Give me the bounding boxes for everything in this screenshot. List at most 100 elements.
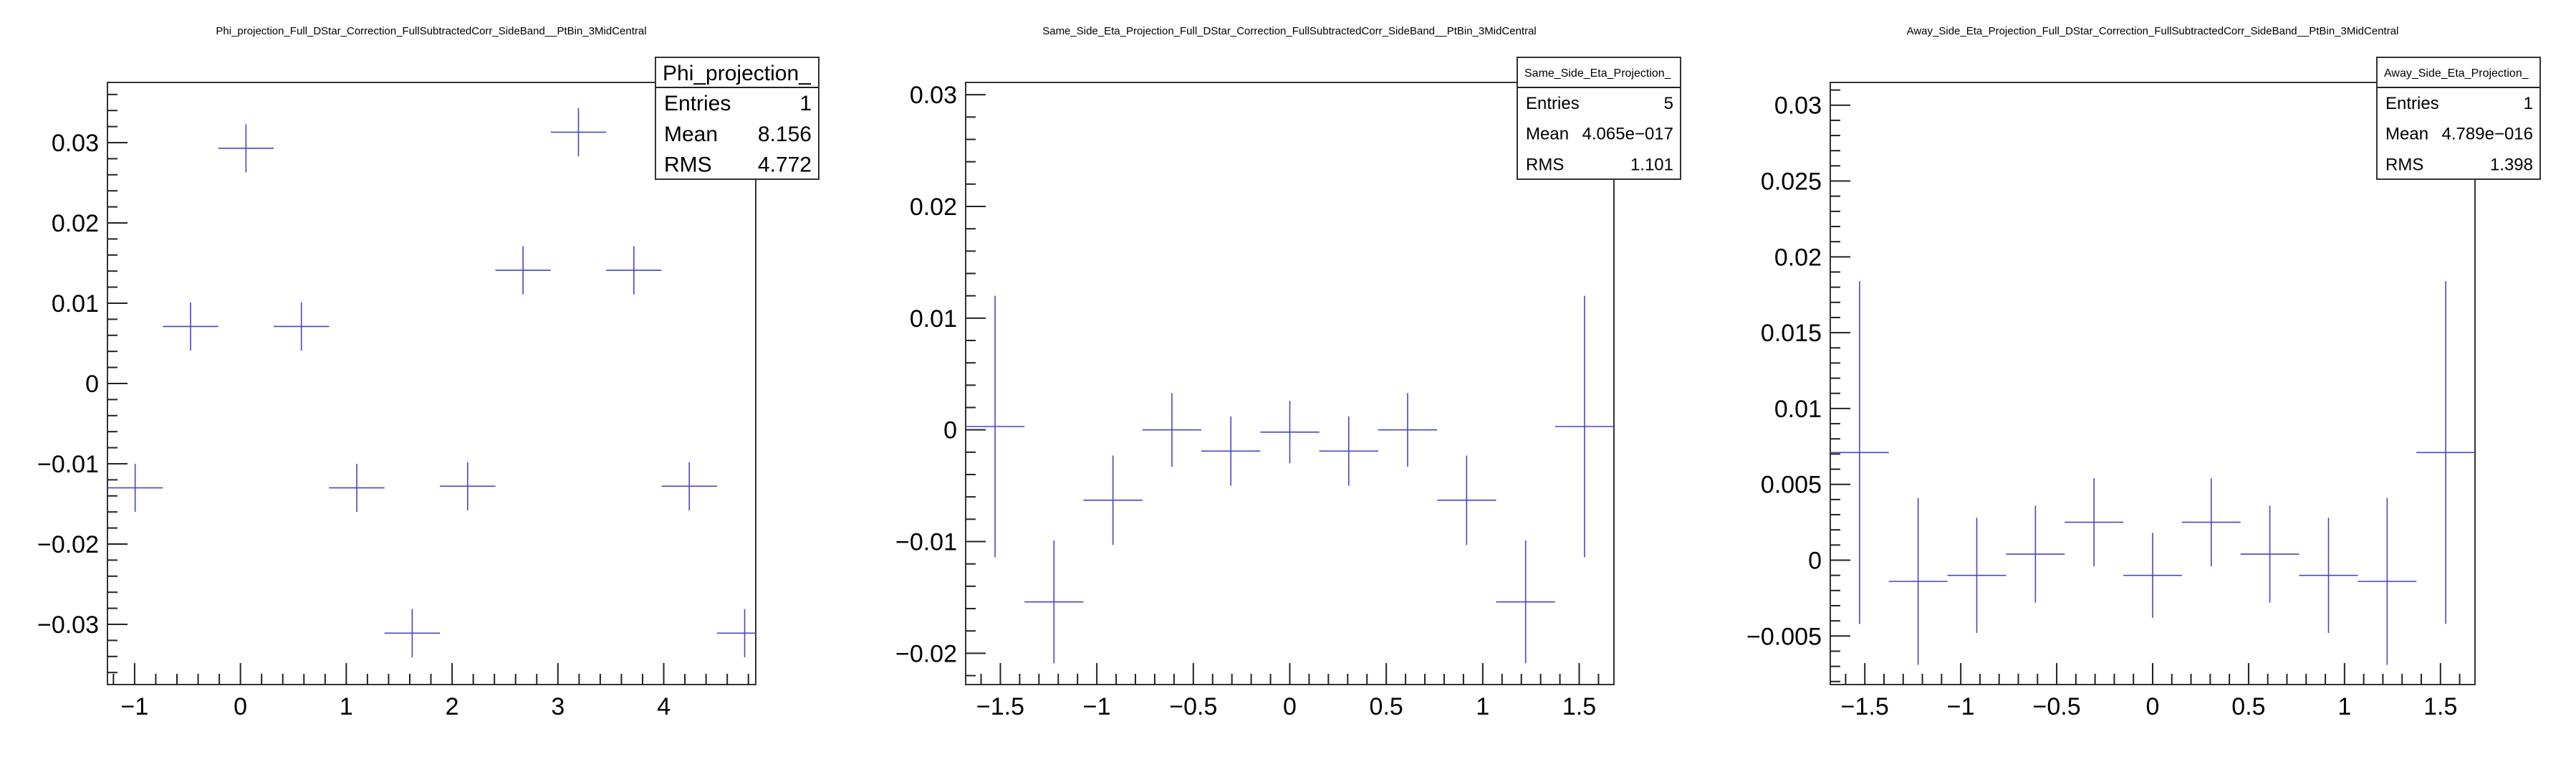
- y-tick-label: 0: [943, 417, 957, 444]
- y-tick-label: 0.03: [910, 82, 957, 109]
- y-tick-label: 0.01: [52, 290, 99, 318]
- chart-title: Same_Side_Eta_Projection_Full_DStar_Corr…: [1042, 25, 1537, 37]
- y-tick-label: 0.03: [52, 130, 99, 157]
- x-tick-label: 1.5: [1562, 693, 1596, 720]
- stats-title: Phi_projection_: [663, 62, 812, 85]
- data-point: [329, 464, 385, 513]
- data-point: [2416, 281, 2475, 624]
- data-point: [2299, 518, 2358, 634]
- x-tick-label: −1: [121, 693, 149, 720]
- stats-label: Entries: [664, 92, 731, 115]
- y-tick-label: 0: [85, 371, 99, 398]
- x-tick-label: 1: [1476, 693, 1489, 720]
- stats-box: Phi_projection_ Entries 1 Mean 8.156 RMS 4.772: [655, 57, 820, 180]
- data-point: [218, 124, 274, 173]
- plot-frame: [965, 82, 1615, 685]
- stats-label: Mean: [664, 123, 718, 146]
- stats-value: 1: [799, 92, 812, 115]
- y-tick-label: 0.02: [910, 194, 957, 221]
- data-point: [274, 302, 330, 351]
- y-tick-label: 0.02: [1774, 244, 1822, 271]
- data-point: [107, 464, 163, 513]
- x-tick-label: 3: [551, 693, 564, 720]
- data-point: [1378, 393, 1438, 467]
- y-tick-label: −0.01: [895, 529, 957, 556]
- plot-frame: [107, 82, 756, 685]
- data-point: [1554, 295, 1614, 558]
- stats-label: RMS: [664, 153, 712, 176]
- x-tick-label: 2: [446, 693, 459, 720]
- stats-label: RMS: [1526, 155, 1564, 174]
- stats-value: 4.772: [758, 153, 812, 176]
- stats-value: 1: [2524, 94, 2533, 113]
- data-points: [107, 108, 756, 657]
- x-tick-label: −1: [1947, 693, 1975, 720]
- x-tick-label: −1.5: [976, 693, 1024, 720]
- stats-value: 5: [1664, 94, 1673, 113]
- stats-value: 8.156: [758, 123, 812, 146]
- stats-title: Away_Side_Eta_Projection_: [2384, 67, 2529, 80]
- x-tick-label: 4: [657, 693, 671, 720]
- chart-title: Away_Side_Eta_Projection_Full_DStar_Corr…: [1907, 25, 2399, 37]
- y-tick-label: 0.005: [1761, 472, 1822, 499]
- data-point: [2006, 505, 2065, 603]
- stats-label: Mean: [2385, 125, 2428, 144]
- y-tick-label: 0.015: [1761, 320, 1822, 347]
- data-point: [1830, 281, 1889, 624]
- y-tick-label: 0.025: [1761, 168, 1822, 196]
- x-tick-label: −0.5: [2033, 693, 2081, 720]
- stats-label: Entries: [2385, 94, 2439, 113]
- stats-value: 1.398: [2490, 155, 2533, 174]
- y-tick-label: 0.01: [910, 305, 957, 333]
- stats-value: 4.789e−016: [2442, 125, 2533, 144]
- y-tick-label: −0.005: [1746, 623, 1822, 650]
- chart-title: Phi_projection_Full_DStar_Correction_Ful…: [216, 25, 646, 37]
- stats-title: Same_Side_Eta_Projection_: [1524, 67, 1672, 80]
- data-point: [1142, 393, 1202, 467]
- data-point: [1947, 518, 2007, 634]
- chart-panel-3: Away_Side_Eta_Projection_Full_DStar_Corr…: [1746, 25, 2541, 720]
- data-point: [1083, 455, 1143, 545]
- y-tick-label: −0.03: [37, 611, 99, 639]
- x-tick-label: −1: [1083, 693, 1111, 720]
- data-point: [495, 246, 551, 295]
- data-point: [2181, 478, 2241, 566]
- stats-box: Same_Side_Eta_Projection_ Entries 5 Mean 4.0…: [1517, 57, 1681, 180]
- x-tick-label: 0: [1283, 693, 1297, 720]
- data-point: [2065, 478, 2124, 566]
- data-point: [661, 462, 717, 510]
- chart-panel-2: Same_Side_Eta_Projection_Full_DStar_Corr…: [895, 25, 1681, 720]
- stats-label: RMS: [2385, 155, 2423, 174]
- data-point: [1201, 416, 1261, 486]
- y-tick-label: 0.01: [1774, 396, 1822, 423]
- data-point: [550, 108, 607, 157]
- x-tick-label: 0: [234, 693, 247, 720]
- data-point: [966, 295, 1025, 558]
- data-point: [2358, 497, 2417, 665]
- x-tick-label: 1: [2337, 693, 2351, 720]
- data-point: [2240, 505, 2299, 603]
- data-point: [1319, 416, 1378, 486]
- stats-value: 4.065e−017: [1582, 125, 1673, 144]
- x-tick-label: 0: [2146, 693, 2160, 720]
- x-tick-label: 0.5: [2231, 693, 2265, 720]
- data-point: [606, 246, 662, 295]
- data-point: [1437, 455, 1496, 545]
- y-tick-label: 0.03: [1774, 92, 1822, 120]
- y-tick-label: 0: [1808, 547, 1822, 574]
- stats-label: Entries: [1526, 94, 1580, 113]
- x-tick-label: 0.5: [1370, 693, 1403, 720]
- data-point: [1024, 540, 1084, 664]
- data-points: [1830, 281, 2475, 665]
- chart-panel-1: Phi_projection_Full_DStar_Correction_Ful…: [37, 25, 820, 720]
- x-tick-label: −0.5: [1169, 693, 1217, 720]
- data-points: [966, 295, 1614, 664]
- y-tick-label: −0.02: [895, 640, 957, 667]
- y-tick-label: −0.01: [37, 451, 99, 478]
- data-point: [163, 302, 218, 351]
- x-tick-label: −1.5: [1841, 693, 1889, 720]
- stats-value: 1.101: [1630, 155, 1673, 174]
- stats-label: Mean: [1526, 125, 1569, 144]
